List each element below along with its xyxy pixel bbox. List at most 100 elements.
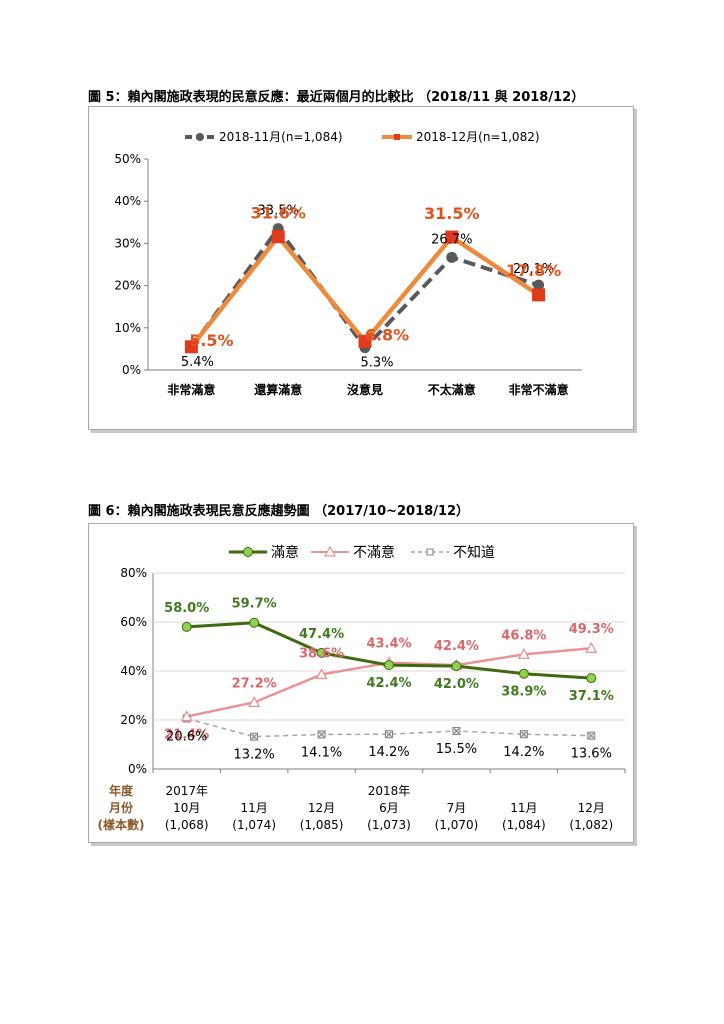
legend-label-dec: 2018-12月(n=1,082): [416, 130, 540, 144]
data-label-unknown: 14.2%: [368, 745, 409, 760]
legend-label-unknown: 不知道: [453, 544, 495, 561]
data-label-satisfied: 38.9%: [501, 685, 546, 700]
x-category-label: 7月: [447, 801, 467, 815]
data-label-unknown: 13.6%: [571, 747, 612, 762]
series-point-dec: [358, 334, 372, 348]
series-point-nov: [446, 251, 458, 263]
x-category-label: 還算滿意: [254, 382, 302, 397]
figure6-chart: 0% 20% 40% 60% 80% 滿意 不滿意 不知道 58.0% 59.7% 47.4% 42.…: [98, 544, 626, 832]
x-category-label: (1,073): [367, 818, 411, 832]
data-label-dissatisfied: 49.3%: [569, 622, 614, 637]
x-category-label: 非常滿意: [167, 382, 215, 397]
x-category-label: 非常不滿意: [509, 382, 569, 397]
y-tick-label: 50%: [114, 152, 141, 166]
y-tick-label: 60%: [120, 615, 147, 629]
data-label-nov: 5.3%: [360, 356, 393, 371]
series-point-unknown-cross: [453, 728, 460, 734]
data-label-dissatisfied: 43.4%: [366, 637, 411, 652]
series-point-satisfied: [451, 661, 462, 672]
x-category-label: 11月: [510, 801, 537, 815]
series-point-dec: [271, 230, 285, 244]
x-category-label: (1,084): [502, 818, 546, 832]
x-category-label: (1,068): [165, 818, 209, 832]
x-category-label: 2017年: [165, 784, 208, 798]
x-category-label: 不太滿意: [428, 382, 476, 397]
series-point-unknown-cross: [386, 731, 392, 738]
x-category-label: 11月: [241, 801, 268, 815]
data-label-satisfied: 37.1%: [569, 689, 614, 704]
y-tick-label: 40%: [114, 194, 141, 208]
x-category-label: 沒意見: [347, 382, 383, 397]
figure6-title: 圖 6：賴內閣施政表現民意反應趨勢圖 （2017/10~2018/12）: [88, 504, 470, 519]
legend-label-nov: 2018-11月(n=1,084): [219, 130, 343, 144]
x-category-label: 2018年: [368, 784, 411, 798]
data-label-nov: 20.1%: [513, 262, 554, 277]
legend-marker-dec: [394, 134, 400, 140]
y-tick-label: 20%: [120, 713, 147, 727]
series-point-nov: [533, 279, 545, 291]
data-label-satisfied: 59.7%: [232, 597, 277, 612]
series-point-satisfied: [316, 647, 327, 658]
data-label-dec: 6.8%: [365, 325, 409, 344]
data-label-dissatisfied: 38.6%: [299, 646, 344, 661]
y-tick-label: 0%: [122, 363, 141, 377]
figure5-chart: 0% 10% 20% 30% 40% 50% 非常滿意 還算滿意 沒意見 不太滿意 非常不滿意 201…: [114, 130, 582, 397]
x-category-label: 12月: [578, 801, 605, 815]
data-label-satisfied: 42.4%: [366, 676, 411, 691]
y-tick-label: 0%: [128, 762, 147, 776]
figure6-frame: 0% 20% 40% 60% 80% 滿意 不滿意 不知道 58.0% 59.7% 47.4% 42.…: [88, 523, 634, 843]
x-axis-side-label: 年度: [109, 783, 134, 798]
series-point-unknown-cross: [251, 733, 257, 740]
data-label-unknown: 15.5%: [436, 742, 477, 757]
series-point-dissatisfied: [180, 710, 193, 722]
x-category-label: (1,085): [300, 818, 344, 832]
data-label-dissatisfied: 42.4%: [434, 639, 479, 654]
series-point-satisfied: [586, 673, 597, 684]
series-point-dissatisfied: [517, 648, 530, 659]
series-point-satisfied: [384, 660, 394, 671]
series-point-satisfied: [181, 621, 192, 632]
data-label-nov: 33.5%: [258, 204, 299, 219]
x-axis-side-label: 月份: [108, 800, 134, 815]
x-category-label: (1,082): [569, 818, 613, 832]
data-label-unknown: 14.1%: [301, 745, 342, 760]
x-axis-side-label: (樣本數): [98, 817, 145, 832]
data-label-satisfied: 58.0%: [164, 601, 209, 616]
x-category-label: (1,070): [435, 818, 479, 832]
series-point-dissatisfied: [248, 696, 261, 708]
series-point-unknown-cross: [318, 731, 325, 738]
data-label-dec: 31.6%: [250, 204, 306, 223]
series-point-dec: [532, 288, 546, 302]
data-label-dec: 5.5%: [189, 331, 233, 350]
figure5-frame: 0% 10% 20% 30% 40% 50% 非常滿意 還算滿意 沒意見 不太滿意 非常不滿意 201…: [88, 106, 634, 430]
data-label-dissatisfied: 21.4%: [164, 728, 209, 743]
legend-label-satisfied: 滿意: [271, 544, 299, 561]
series-point-dec: [445, 230, 459, 244]
x-category-label: 6月: [379, 801, 399, 815]
data-label-satisfied: 47.4%: [299, 627, 344, 642]
data-label-nov: 26.7%: [431, 232, 472, 247]
data-label-unknown: 13.2%: [233, 748, 274, 763]
legend-marker-unknown: [426, 548, 434, 556]
data-label-unknown: 14.2%: [503, 745, 544, 760]
data-label-dec: 31.5%: [424, 204, 480, 223]
y-tick-label: 20%: [114, 279, 141, 293]
data-label-dissatisfied: 27.2%: [232, 676, 277, 691]
legend-marker-dissatisfied: [323, 545, 337, 557]
data-label-dec: 17.8%: [506, 261, 562, 280]
data-label-unknown: 20.6%: [166, 730, 207, 745]
y-tick-label: 80%: [120, 566, 147, 580]
series-point-dec: [184, 340, 198, 354]
series-point-dissatisfied: [315, 668, 328, 680]
series-point-unknown-cross: [521, 731, 527, 738]
y-tick-label: 10%: [114, 321, 141, 335]
y-tick-label: 30%: [114, 236, 141, 250]
legend-label-dissatisfied: 不滿意: [353, 544, 395, 561]
data-label-nov: 5.4%: [181, 355, 214, 370]
legend-marker-nov: [196, 133, 204, 141]
x-category-label: 12月: [308, 801, 335, 815]
x-category-label: (1,074): [232, 818, 276, 832]
data-label-satisfied: 42.0%: [434, 677, 479, 692]
series-point-unknown-cross: [588, 732, 595, 739]
series-point-dissatisfied: [585, 641, 598, 653]
